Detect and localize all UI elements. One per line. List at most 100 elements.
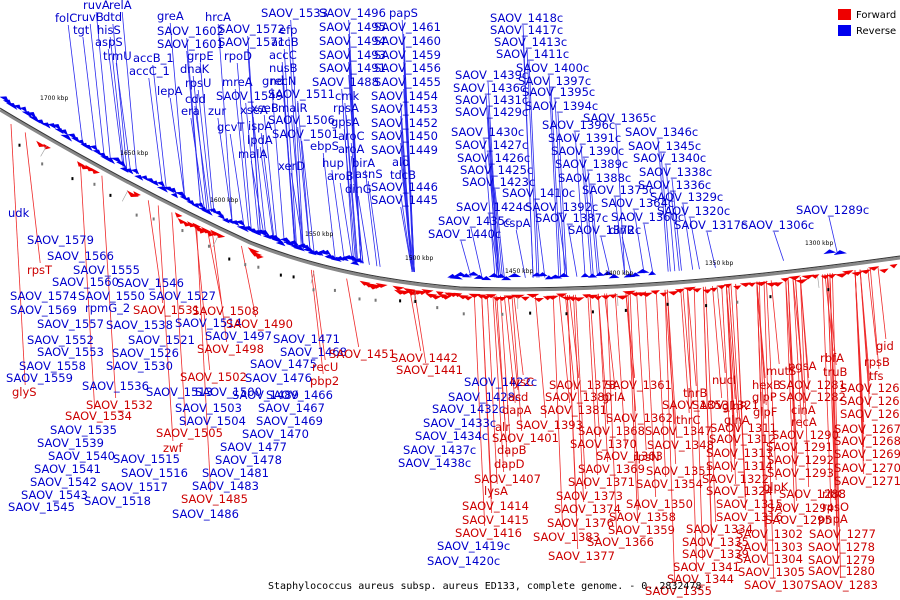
gene-leader-line	[550, 87, 562, 278]
gene-leader-line	[489, 164, 502, 278]
gene-leader-line	[400, 206, 413, 272]
gene-leader-line	[403, 88, 415, 273]
gene-leader-line	[107, 48, 124, 167]
forward-gene-arrow	[463, 296, 474, 301]
gene-leader-line	[511, 295, 523, 432]
gene-leader-line	[147, 200, 164, 304]
forward-gene-label: alr	[495, 420, 510, 434]
reverse-gene-arrow	[833, 250, 847, 256]
gene-leader-line	[339, 182, 353, 262]
gene-leader-line	[756, 281, 767, 553]
reverse-gene-label: xerD	[278, 159, 305, 173]
reverse-gene-label: relA	[109, 0, 132, 12]
reverse-gene-arrow	[449, 274, 463, 280]
forward-gene-arrow	[533, 297, 545, 303]
genome-caption: Staphylococcus aureus subsp. aureus ED13…	[268, 581, 701, 592]
forward-gene-arrow	[622, 290, 636, 295]
reverse-gene-label: era	[181, 104, 200, 118]
forward-gene-label: lysA	[484, 484, 508, 498]
reverse-gene-label: accB_1	[133, 51, 174, 65]
gene-leader-line	[364, 169, 378, 267]
gene-leader-line	[260, 132, 275, 240]
forward-gene-arrow	[860, 269, 872, 275]
forward-gene-label: SAOV_1354	[636, 477, 703, 491]
gene-leader-line	[341, 88, 354, 262]
forward-gene-arrow	[639, 292, 654, 297]
reverse-gene-arrow	[823, 249, 837, 255]
forward-gene-label: lysC	[510, 375, 534, 389]
reverse-gene-arrow	[648, 270, 657, 276]
reverse-gene-label: SAOV_1559	[6, 371, 73, 385]
reverse-gene-arrow	[70, 136, 80, 144]
reverse-gene-label: SAOV_1503	[175, 401, 242, 415]
reverse-gene-label: SAOV_1506	[268, 113, 335, 127]
reverse-gene-label: SAOV_1329c	[650, 190, 723, 204]
gene-leader-line	[580, 144, 592, 277]
forward-gene-arrow	[403, 288, 416, 293]
reverse-gene-label: tdcB	[390, 168, 416, 182]
feature-mark	[462, 312, 465, 316]
gene-leader-line	[500, 295, 511, 444]
forward-gene-label: SAOV_1278	[808, 540, 875, 554]
reverse-gene-label: SAOV_1553	[37, 345, 104, 359]
gene-leader-line	[496, 295, 508, 458]
reverse-gene-label: malA	[238, 147, 267, 161]
reverse-gene-label: SAOV_1391c	[548, 131, 621, 145]
gene-leader-line	[799, 276, 810, 391]
forward-gene-label: SAOV_1334	[686, 522, 753, 536]
forward-gene-label: rpsN	[633, 450, 660, 464]
forward-gene-arrow	[826, 273, 837, 279]
forward-gene-label: SAOV_1280	[808, 564, 875, 578]
gene-leader-line	[503, 295, 516, 404]
legend-reverse-swatch	[838, 25, 851, 36]
reverse-gene-label: recN	[270, 74, 296, 88]
reverse-gene-label: SAOV_1346c	[625, 125, 698, 139]
forward-gene-label: SAOV_1305	[738, 565, 805, 579]
gene-leader-line	[636, 291, 647, 451]
forward-gene-label: glyS	[12, 385, 37, 399]
gene-leader-line	[587, 170, 598, 276]
reverse-gene-label: greA	[157, 9, 184, 23]
gene-leader-line	[671, 178, 682, 271]
reverse-gene-label: SAOV_1521	[128, 333, 195, 347]
forward-gene-label: SAOV_1281	[779, 378, 846, 392]
reverse-gene-label: SAOV_1419c	[437, 539, 510, 553]
legend-forward-swatch	[838, 9, 851, 20]
reverse-gene-label: SAOV_1558	[19, 359, 86, 373]
gene-leader-line	[822, 274, 832, 513]
tick-label: 1350 kbp	[705, 260, 733, 267]
reverse-gene-label: SAOV_1486	[172, 507, 239, 521]
feature-mark	[666, 302, 669, 306]
reverse-gene-arrow	[292, 245, 305, 252]
gene-leader-line	[558, 295, 571, 404]
reverse-gene-label: SAOV_1400c	[516, 61, 589, 75]
gene-leader-line	[169, 97, 186, 199]
forward-gene-arrow	[393, 289, 408, 295]
gene-leader-line	[826, 273, 836, 501]
reverse-gene-label: SAOV_1437c	[403, 443, 476, 457]
gene-leader-line	[492, 295, 505, 473]
forward-gene-arrow	[659, 292, 668, 297]
forward-gene-label: SAOV_1288	[779, 487, 846, 501]
forward-gene-arrow	[193, 224, 206, 232]
reverse-gene-arrow	[501, 276, 512, 281]
forward-gene-arrow	[249, 250, 263, 257]
forward-gene-label: SAOV_1376	[547, 516, 614, 530]
gene-leader-line	[297, 126, 311, 251]
forward-gene-arrow	[593, 296, 602, 301]
forward-gene-arrow	[771, 281, 784, 287]
gene-leader-line	[665, 164, 676, 272]
gene-leader-line	[488, 213, 500, 278]
forward-gene-label: SAOV_1441	[396, 363, 463, 377]
forward-gene-arrow	[794, 278, 809, 284]
forward-gene-label: SAOV_1350	[626, 497, 693, 511]
forward-gene-label: SAOV_1369	[578, 462, 645, 476]
forward-gene-arrow	[192, 222, 202, 229]
forward-gene-label: SAOV_1498	[197, 342, 264, 356]
reverse-gene-label: cspA	[503, 216, 531, 230]
tick-mark	[212, 235, 219, 248]
feature-mark	[529, 311, 532, 315]
gene-leader-line	[402, 181, 415, 273]
reverse-gene-arrow	[226, 218, 234, 225]
reverse-gene-label: aroA	[338, 142, 365, 156]
